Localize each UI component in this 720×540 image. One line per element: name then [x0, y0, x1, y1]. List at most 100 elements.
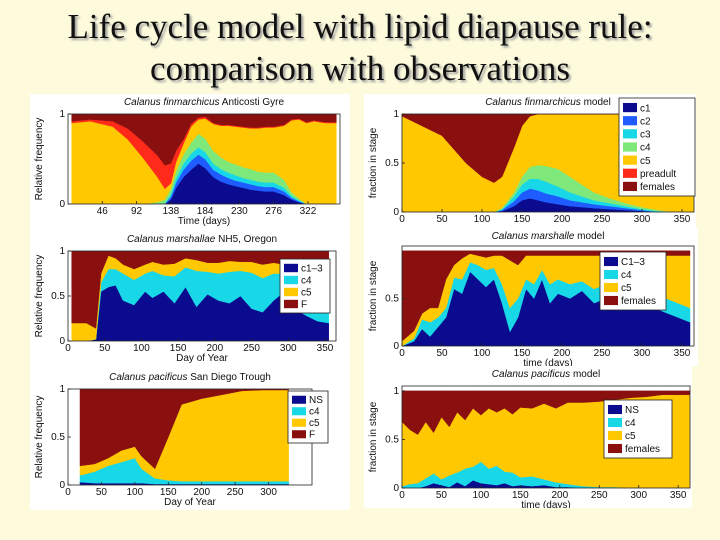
- y-tick-label: 1: [59, 384, 65, 395]
- x-tick-label: 150: [170, 343, 187, 354]
- legend-label: c3: [640, 130, 651, 141]
- legend-label: c4: [301, 275, 312, 286]
- legend-label: females: [621, 296, 656, 307]
- x-tick-label: 46: [97, 206, 109, 217]
- legend-swatch: [623, 155, 637, 165]
- x-tick-label: 150: [160, 487, 177, 498]
- chart-pacificus-model: Calanus pacificus model 0 50 100 150 200 250 30…: [364, 366, 692, 508]
- x-tick-label: 184: [197, 206, 214, 217]
- x-tick-label: 322: [300, 206, 317, 217]
- legend-swatch: [292, 418, 306, 427]
- x-tick-label: 50: [436, 490, 448, 501]
- x-axis-label: Time (days): [178, 216, 230, 227]
- x-axis-label: Day of Year: [176, 353, 228, 364]
- legend-label: preadult: [640, 169, 676, 180]
- slide-title: Life cycle model with lipid diapause rul…: [0, 6, 720, 90]
- legend-label: c1: [640, 103, 651, 114]
- chart-svg: Calanus marshallae NH5, Oregon 0 50 100 150 2…: [34, 234, 337, 364]
- chart-title: Calanus pacificus San Diego Trough: [109, 372, 271, 383]
- x-tick-label: 350: [674, 214, 691, 225]
- legend-label: c1–3: [301, 263, 323, 274]
- x-tick-label: 150: [514, 214, 531, 225]
- x-tick-label: 250: [243, 343, 260, 354]
- legend-label: c4: [621, 270, 632, 281]
- legend-swatch: [623, 102, 637, 113]
- x-tick-label: 230: [231, 206, 248, 217]
- x-tick-label: 150: [512, 490, 529, 501]
- y-axis-label: fraction in stage: [368, 127, 379, 198]
- chart-title: Calanus finmarchicus Anticosti Gyre: [124, 97, 285, 108]
- x-tick-label: 138: [162, 206, 179, 217]
- x-tick-label: 350: [317, 343, 334, 354]
- x-tick-label: 92: [131, 206, 143, 217]
- series-area-females: [402, 114, 694, 183]
- chart-finmarchicus-observed: Calanus finmarchicus Anticosti Gyre 46 92 1…: [30, 94, 350, 232]
- legend-swatch: [604, 269, 618, 280]
- legend: NS c4 c5 females: [603, 399, 673, 459]
- x-tick-label: 300: [630, 490, 647, 501]
- y-tick-label: 0: [59, 336, 65, 347]
- slide-title-line2: comparison with observations: [150, 49, 570, 88]
- x-tick-label: 276: [265, 206, 282, 217]
- chart-title: Calanus finmarchicus model: [485, 97, 611, 108]
- legend-label: c5: [621, 283, 632, 294]
- series-area-females: [402, 390, 690, 435]
- y-axis-label: fraction in stage: [368, 401, 379, 472]
- x-axis-label: time (days): [521, 500, 570, 508]
- legend-swatch: [608, 443, 622, 454]
- legend-swatch: [284, 263, 298, 273]
- y-tick-label: 0: [59, 480, 65, 491]
- x-tick-label: 250: [227, 487, 244, 498]
- legend-label: c4: [625, 418, 636, 429]
- legend-label: F: [301, 299, 307, 310]
- y-tick-label: 1: [59, 109, 65, 120]
- y-tick-label: 0.5: [385, 434, 399, 445]
- x-tick-label: 300: [634, 348, 651, 359]
- x-tick-label: 200: [207, 343, 224, 354]
- x-tick-label: 100: [473, 490, 490, 501]
- legend-label: c4: [640, 143, 651, 154]
- chart-svg: Calanus marshalle model 0 50 100 150 200 250 30…: [368, 231, 695, 366]
- slide-title-line1: Life cycle model with lipid diapause rul…: [67, 7, 653, 46]
- legend: c1 c2 c3 c4 c5 preadult females: [618, 97, 696, 197]
- y-tick-label: 0.5: [51, 432, 65, 443]
- legend-swatch: [623, 168, 637, 178]
- legend-label: c5: [625, 431, 636, 442]
- legend-swatch: [608, 430, 622, 441]
- chart-svg: Calanus pacificus model 0 50 100 150 200 250 30…: [368, 369, 691, 508]
- y-tick-label: 0: [393, 207, 399, 218]
- y-tick-label: 1: [393, 386, 399, 397]
- legend-label: c4: [309, 406, 320, 417]
- legend-swatch: [284, 299, 298, 309]
- y-tick-label: 0: [393, 483, 399, 494]
- x-tick-label: 250: [594, 348, 611, 359]
- x-tick-label: 100: [474, 348, 491, 359]
- legend-label: NS: [309, 395, 323, 406]
- legend-swatch: [284, 287, 298, 297]
- y-tick-label: 1: [393, 109, 399, 120]
- chart-pacificus-observed: Calanus pacificus San Diego Trough 0 50 100…: [30, 369, 350, 510]
- x-tick-label: 0: [399, 348, 405, 359]
- legend-swatch: [292, 430, 306, 439]
- x-tick-label: 100: [474, 214, 491, 225]
- x-tick-label: 300: [260, 487, 277, 498]
- y-axis-label: Relative frequency: [34, 118, 45, 201]
- y-tick-label: 0: [393, 341, 399, 352]
- legend-swatch: [292, 395, 306, 404]
- x-tick-label: 50: [99, 343, 111, 354]
- chart-title: Calanus marshalle model: [492, 231, 605, 242]
- legend-swatch: [623, 142, 637, 152]
- x-axis-label: time (days): [523, 358, 572, 366]
- x-tick-label: 50: [436, 348, 448, 359]
- x-tick-label: 250: [594, 214, 611, 225]
- y-axis-label: Relative frequency: [34, 255, 45, 338]
- x-tick-label: 200: [554, 348, 571, 359]
- legend-label: C1–3: [621, 257, 645, 268]
- x-tick-label: 200: [193, 487, 210, 498]
- y-tick-label: 0.5: [385, 293, 399, 304]
- chart-svg: Calanus finmarchicus Anticosti Gyre 46 92 1…: [34, 97, 341, 227]
- legend-label: females: [640, 182, 675, 193]
- chart-svg: Calanus finmarchicus model 0 50 100 150 200 25…: [368, 97, 696, 225]
